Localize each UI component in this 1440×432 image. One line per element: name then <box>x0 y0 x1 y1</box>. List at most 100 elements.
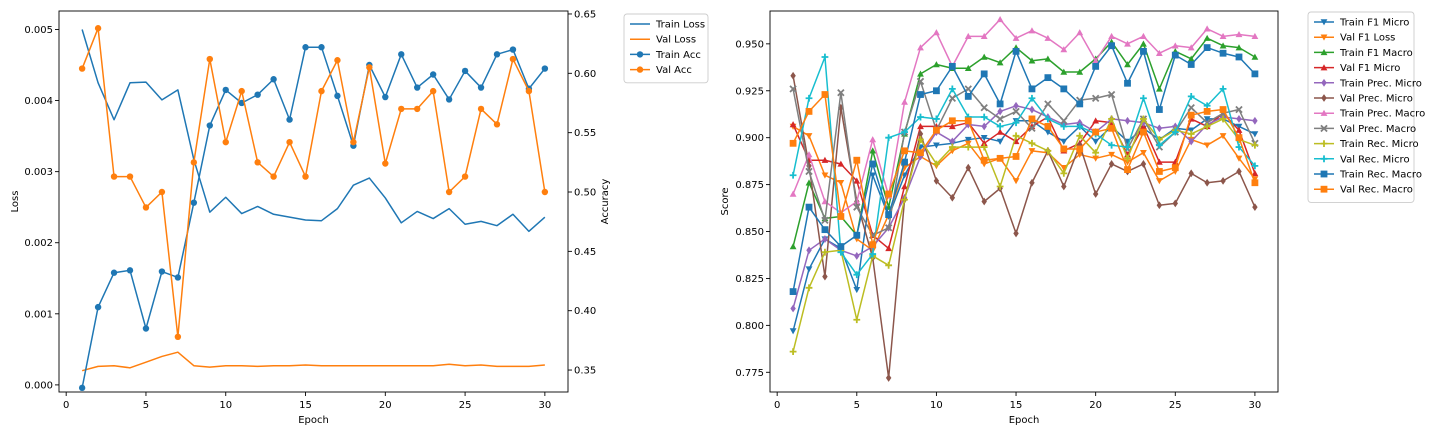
data-point-val-rec-micro-17 <box>1044 115 1052 123</box>
data-point-train-rec-micro-7 <box>885 261 893 269</box>
data-point-train-rec-micro-2 <box>805 284 813 292</box>
data-point-train-prec-macro-10 <box>933 29 940 36</box>
data-point-val-acc-21 <box>398 105 405 113</box>
data-point-val-prec-micro-10 <box>933 176 940 185</box>
legend-label: Val Rec. Macro <box>1340 185 1413 196</box>
y2-axis-label: Accuracy <box>600 179 611 225</box>
data-point-val-prec-micro-20 <box>1092 190 1099 198</box>
data-point-train-f1-macro-10 <box>933 61 940 68</box>
data-point-train-f1-macro-13 <box>980 53 988 60</box>
data-point-train-prec-macro-8 <box>901 98 908 105</box>
legend-entry-val-acc: Val Acc <box>630 65 692 76</box>
data-point-train-prec-micro-3 <box>822 235 828 243</box>
data-point-val-rec-micro-13 <box>980 113 988 121</box>
data-point-val-f1-loss-4 <box>837 180 845 187</box>
data-point-train-prec-macro-27 <box>1203 25 1211 32</box>
x-axis-label: Epoch <box>298 415 329 426</box>
data-point-train-rec-macro-17 <box>1044 74 1052 82</box>
legend-entry-train-rec-micro: Train Rec. Micro <box>1314 139 1419 150</box>
data-point-train-rec-macro-15 <box>1012 47 1020 55</box>
data-point-val-f1-loss-15 <box>1012 178 1020 185</box>
data-point-val-acc-2 <box>94 25 102 32</box>
legend: Train Loss Val Loss Train Acc Val Acc <box>623 13 709 84</box>
data-point-val-prec-micro-29 <box>1236 167 1242 176</box>
data-point-val-f1-loss-21 <box>1108 151 1115 158</box>
data-point-val-rec-macro-30 <box>1251 179 1259 187</box>
data-point-val-f1-micro-7 <box>885 245 893 252</box>
legend-entry-train-f1-macro: Train F1 Macro <box>1314 48 1413 59</box>
data-point-val-f1-loss-29 <box>1235 155 1243 162</box>
data-point-train-acc-21 <box>398 51 405 58</box>
x-tick-label: 20 <box>379 400 392 411</box>
data-point-val-rec-macro-29 <box>1235 134 1243 142</box>
data-point-val-f1-micro-29 <box>1235 126 1243 133</box>
data-point-val-prec-micro-25 <box>1172 199 1179 208</box>
data-point-train-f1-macro-24 <box>1155 85 1163 92</box>
data-point-val-f1-loss-23 <box>1140 149 1147 157</box>
data-point-train-acc-20 <box>382 93 389 101</box>
data-point-train-f1-micro-17 <box>1044 129 1052 136</box>
data-point-val-f1-loss-16 <box>1028 148 1036 155</box>
data-point-val-rec-macro-5 <box>853 156 861 164</box>
data-point-train-rec-macro-23 <box>1140 47 1147 55</box>
data-point-train-rec-micro-22 <box>1124 154 1131 162</box>
x-tick-label: 5 <box>143 400 149 411</box>
legend-swatch-marker <box>1320 170 1328 178</box>
data-point-val-prec-macro-7 <box>884 224 893 232</box>
data-point-val-rec-micro-7 <box>885 134 893 142</box>
data-point-val-prec-macro-3 <box>821 216 829 224</box>
data-point-val-acc-16 <box>318 87 325 95</box>
data-point-val-f1-loss-12 <box>964 140 972 147</box>
data-point-val-acc-20 <box>382 160 389 167</box>
legend-swatch-marker <box>636 66 644 73</box>
data-point-train-rec-macro-29 <box>1235 53 1243 61</box>
data-point-train-rec-macro-30 <box>1251 70 1259 78</box>
y-tick-label: 0.004 <box>24 96 53 107</box>
data-point-train-rec-micro-21 <box>1108 115 1115 123</box>
data-point-train-rec-macro-11 <box>948 62 956 70</box>
data-point-train-acc-15 <box>302 44 309 51</box>
data-point-val-prec-macro-1 <box>789 85 797 93</box>
data-point-val-rec-macro-24 <box>1155 168 1163 175</box>
data-point-train-rec-macro-16 <box>1028 85 1036 93</box>
data-point-train-f1-macro-2 <box>805 179 813 186</box>
data-point-train-f1-macro-14 <box>996 59 1004 66</box>
data-point-train-f1-macro-28 <box>1219 42 1227 49</box>
data-point-train-prec-macro-12 <box>964 32 972 40</box>
data-point-val-acc-28 <box>509 55 517 63</box>
data-point-train-prec-micro-19 <box>1077 118 1083 127</box>
data-point-train-rec-micro-20 <box>1092 149 1100 157</box>
legend: Train F1 Micro Val F1 Loss Train F1 Macro V… <box>1307 11 1425 203</box>
data-point-val-prec-macro-9 <box>916 77 925 86</box>
data-point-val-f1-micro-1 <box>789 121 797 128</box>
data-point-train-f1-macro-17 <box>1044 55 1052 62</box>
data-point-train-prec-macro-2 <box>805 151 813 158</box>
y-axis-label: Score <box>720 187 731 215</box>
data-point-train-prec-micro-15 <box>1013 101 1019 110</box>
data-point-val-rec-macro-1 <box>789 139 797 147</box>
data-point-val-rec-macro-17 <box>1044 123 1052 130</box>
data-point-val-rec-macro-26 <box>1187 111 1195 119</box>
y-tick-label: 0.002 <box>24 238 53 249</box>
data-point-val-acc-30 <box>541 188 549 196</box>
data-point-val-acc-12 <box>254 159 261 166</box>
data-point-val-prec-macro-5 <box>853 203 861 211</box>
plot-frame <box>769 10 1279 393</box>
data-point-train-rec-macro-1 <box>789 288 797 295</box>
data-point-train-acc-28 <box>509 46 517 53</box>
legend-entry-train-rec-macro: Train Rec. Macro <box>1314 170 1422 181</box>
data-point-train-prec-micro-2 <box>806 246 812 255</box>
data-point-val-rec-macro-10 <box>933 126 940 134</box>
legend-label: Val Acc <box>656 65 692 76</box>
data-point-val-acc-17 <box>334 57 341 64</box>
data-point-train-rec-macro-12 <box>964 92 972 100</box>
data-point-train-acc-27 <box>493 51 501 58</box>
data-point-train-rec-macro-3 <box>821 226 829 234</box>
legend-entry-val-f1-loss: Val F1 Loss <box>1314 33 1395 44</box>
data-point-val-prec-micro-18 <box>1061 182 1067 191</box>
data-point-train-rec-micro-26 <box>1187 130 1195 138</box>
y-tick-label: 0.900 <box>735 133 764 144</box>
data-point-val-rec-macro-25 <box>1171 164 1179 172</box>
data-point-train-f1-micro-30 <box>1251 131 1259 138</box>
y-tick-label: 0.950 <box>735 39 764 50</box>
